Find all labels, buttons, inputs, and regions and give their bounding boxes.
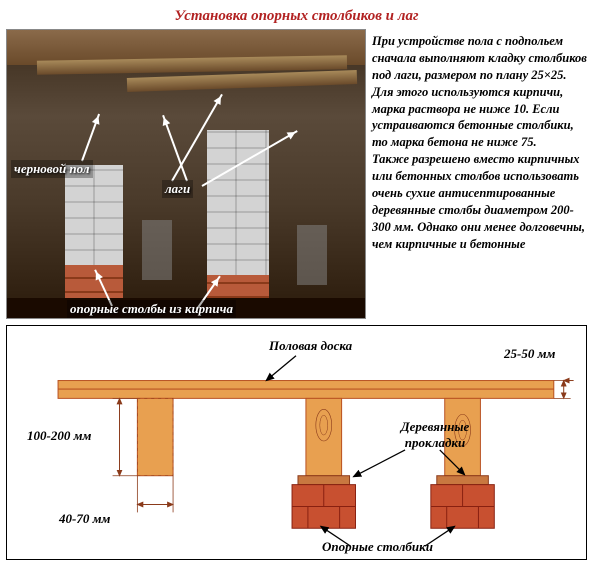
diagram-label-gaskets: Деревянные прокладки [385,419,485,451]
diagram-label-floorboard: Половая доска [269,338,352,354]
description-p1: При устройстве пола с подпольем сначала … [372,34,587,149]
photo-back-pillar [142,220,172,280]
diagram-label-dim-board: 25-50 мм [504,346,555,362]
diagram-joist [306,398,342,475]
diagram-gasket [298,476,350,485]
construction-photo: черновой пол лаги опорные столбы из кирп… [6,29,366,319]
diagram-pillar [292,485,355,529]
photo-arrow [81,114,100,162]
photo-label-subfloor: черновой пол [11,160,93,178]
photo-white-pillar [65,165,123,265]
photo-label-brick-pillars: опорные столбы из кирпича [67,300,236,318]
diagram-label-dim-joist-w: 40-70 мм [59,511,110,527]
diagram-arrow [266,356,296,381]
diagram-gasket [437,476,489,485]
diagram-pillar [431,485,494,529]
page-title: Установка опорных столбиков и лаг [0,0,593,29]
diagram-joist [137,398,173,475]
description-text: При устройстве пола с подпольем сначала … [372,29,587,319]
bottom-section: Половая доска 25-50 мм Деревянные прокла… [0,319,593,566]
diagram-arrow [354,450,406,477]
description-p2: Также разрешено вместо кирпичных или бет… [372,152,585,250]
photo-joist [127,70,357,92]
floor-diagram: Половая доска 25-50 мм Деревянные прокла… [6,325,587,560]
photo-back-pillar [297,225,327,285]
top-section: черновой пол лаги опорные столбы из кирп… [0,29,593,319]
diagram-label-pillars: Опорные столбики [322,539,433,555]
diagram-label-dim-joist-h: 100-200 мм [27,428,91,444]
photo-label-joists: лаги [162,180,193,198]
